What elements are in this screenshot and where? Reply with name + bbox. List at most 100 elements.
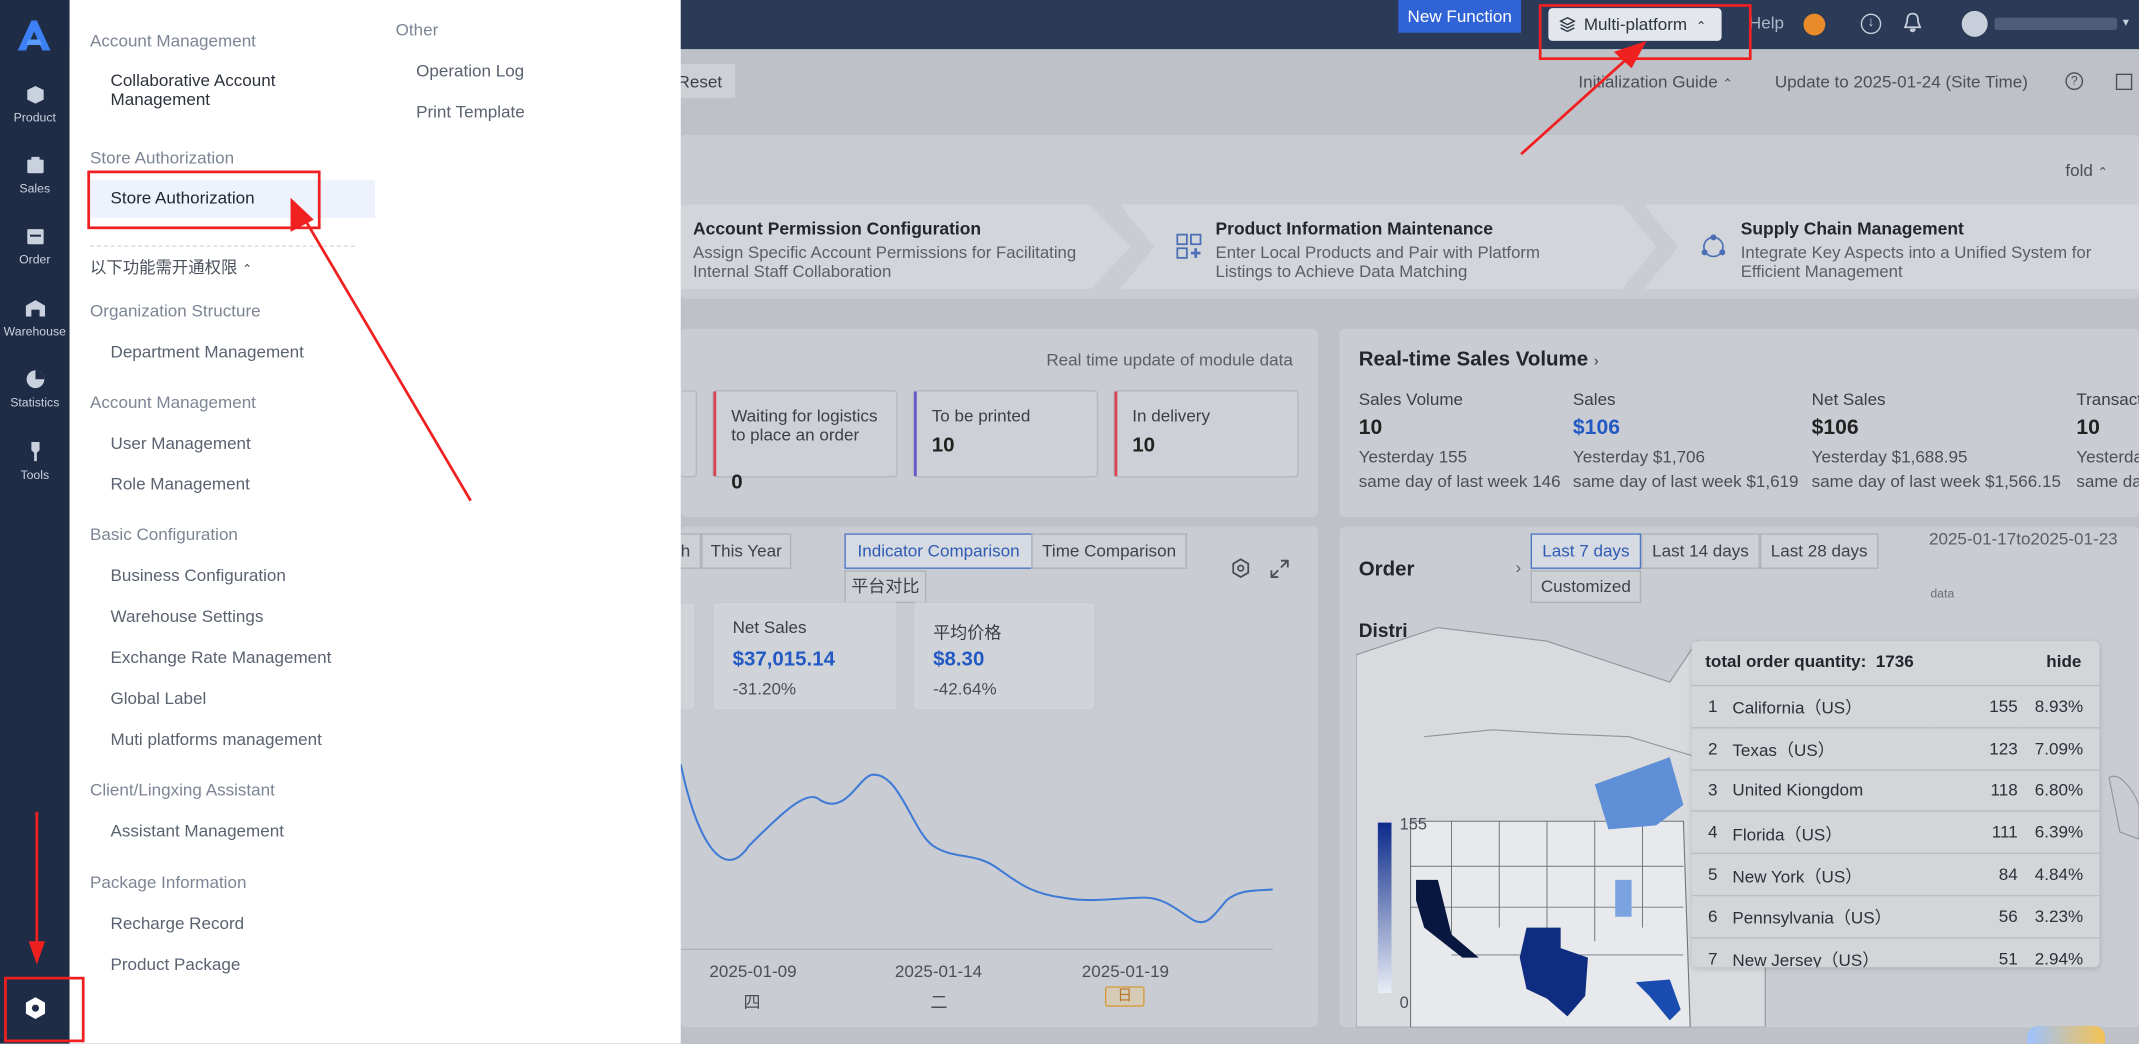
menu-item-muti-platforms[interactable]: Muti platforms management — [110, 729, 322, 749]
x-tick-label: 2025-01-19 — [1081, 961, 1170, 981]
menu-item-role-management[interactable]: Role Management — [110, 474, 250, 494]
ranking-cell-name: Pennsylvania（US） — [1732, 909, 1892, 929]
avatar[interactable] — [1961, 10, 1988, 37]
ranking-cell-name: New York（US） — [1732, 867, 1863, 887]
ranking-cell-pct: 8.93% — [2034, 696, 2084, 717]
tab-indicator-comparison[interactable]: Indicator Comparison — [844, 533, 1033, 569]
legend-max: 155 — [1399, 814, 1427, 834]
menu-item-print-template[interactable]: Print Template — [416, 102, 525, 122]
support-agent-icon[interactable] — [1803, 13, 1826, 36]
legend-min: 0 — [1399, 993, 1409, 1013]
card-label: To be printed — [931, 406, 1031, 426]
rail-item-order[interactable]: Order — [0, 217, 70, 285]
menu-item-business-configuration[interactable]: Business Configuration — [110, 566, 286, 586]
floating-assistant-button[interactable] — [2027, 1025, 2105, 1044]
guide-step-supply-chain[interactable]: Supply Chain Management Integrate Key As… — [1741, 218, 2092, 281]
guide-step-product-info[interactable]: Product Information Maintenance Enter Lo… — [1216, 218, 1540, 281]
tab-time-comparison[interactable]: Time Comparison — [1031, 533, 1187, 569]
app-logo-icon[interactable] — [15, 18, 53, 53]
multi-platform-button[interactable]: Multi-platform ⌃ — [1548, 8, 1722, 41]
menu-item-global-label[interactable]: Global Label — [110, 688, 207, 709]
hide-button[interactable]: hide — [2046, 652, 2082, 672]
range-last-14-days[interactable]: Last 14 days — [1641, 533, 1760, 569]
card-accent-bar — [1114, 391, 1118, 477]
order-card-partial[interactable] — [680, 390, 698, 478]
ranking-cell-count: 123 — [1989, 738, 2018, 759]
chevron-right-icon[interactable]: › — [1515, 557, 1522, 578]
menu-item-store-authorization[interactable]: Store Authorization — [110, 188, 255, 208]
state-florida — [1635, 979, 1681, 1021]
rail-item-sales[interactable]: Sales — [0, 146, 70, 214]
order-card-to-be-printed[interactable]: To be printed 10 — [912, 390, 1099, 478]
realtime-sales-panel — [1339, 328, 2139, 518]
username-blurred[interactable] — [1994, 17, 2118, 31]
guide-step-account-permission[interactable]: Account Permission Configuration Assign … — [693, 218, 1076, 281]
multi-platform-label: Multi-platform — [1583, 15, 1688, 35]
ranking-cell-rank: 6 — [1707, 907, 1718, 927]
initialization-guide-toggle[interactable]: Initialization Guide ⌃ — [1578, 72, 1732, 91]
arrow-head-multi-platform — [1613, 40, 1647, 69]
tab-platform-comparison[interactable]: 平台对比 — [844, 570, 927, 603]
help-circle-icon[interactable]: ? — [2065, 72, 2084, 91]
order-card-in-delivery[interactable]: In delivery 10 — [1113, 390, 1299, 478]
ranking-table: 1 California（US） 155 8.93% 2 Texas（US） 123 7.09… — [1691, 685, 2100, 968]
sales-col-last-week: same da — [2076, 472, 2139, 492]
ranking-cell-rank: 7 — [1707, 949, 1718, 968]
card-accent-bar — [713, 391, 717, 477]
map-data-label: data — [1930, 586, 1955, 601]
fullscreen-icon[interactable] — [1270, 559, 1289, 578]
guide-steps-bg — [680, 204, 2139, 290]
metric-card-partial[interactable] — [680, 601, 696, 711]
range-last-7-days[interactable]: Last 7 days — [1530, 533, 1642, 569]
state-texas — [1519, 927, 1588, 1017]
ranking-row[interactable]: 3 United Kiongdom 118 6.80% — [1691, 769, 2100, 812]
rail-item-statistics[interactable]: Statistics — [0, 360, 70, 428]
rail-item-warehouse[interactable]: Warehouse — [0, 289, 70, 357]
rail-item-product[interactable]: Product — [0, 75, 70, 143]
order-card-waiting-logistics[interactable]: Waiting for logistics to place an order … — [712, 390, 898, 494]
total-order-label: total order quantity: 1736 — [1705, 652, 1913, 671]
menu-item-department[interactable]: Department Management — [110, 342, 304, 362]
fold-toggle[interactable]: fold ⌃ — [2065, 161, 2108, 180]
notification-bell-icon[interactable] — [1903, 12, 1922, 33]
x-tick-label: 2025-01-09 — [709, 961, 797, 981]
menu-item-product-package[interactable]: Product Package — [110, 954, 241, 975]
card-label: Waiting for logistics to place an order — [731, 406, 878, 445]
ranking-row[interactable]: 1 California（US） 155 8.93% — [1691, 685, 2100, 728]
us-order-map — [1356, 626, 2139, 1028]
metric-card-net-sales[interactable]: Net Sales $37,015.14 -31.20% — [712, 601, 898, 711]
new-function-button[interactable]: New Function — [1398, 0, 1522, 33]
help-link[interactable]: Help — [1748, 13, 1784, 33]
settings-button[interactable] — [22, 995, 49, 1022]
metric-label: Net Sales — [732, 617, 807, 638]
menu-item-exchange-rate[interactable]: Exchange Rate Management — [110, 647, 332, 668]
realtime-sales-title[interactable]: Real-time Sales Volume › — [1359, 348, 1599, 371]
range-customized[interactable]: Customized — [1530, 570, 1642, 603]
settings-gear-icon[interactable] — [1231, 558, 1251, 579]
user-menu-chevron-icon[interactable]: ▾ — [2122, 15, 2129, 29]
rail-label-tools: Tools — [20, 467, 50, 482]
menu-item-collaborative-account[interactable]: Collaborative Account Management — [110, 70, 276, 110]
ranking-row[interactable]: 7 New Jersey（US） 51 2.94% — [1691, 937, 2100, 968]
menu-item-recharge-record[interactable]: Recharge Record — [110, 914, 245, 934]
supply-chain-icon — [1700, 233, 1727, 260]
rail-item-tools[interactable]: Tools — [0, 432, 70, 500]
ranking-row[interactable]: 4 Florida（US） 111 6.39% — [1691, 811, 2100, 854]
menu-item-operation-log[interactable]: Operation Log — [416, 61, 525, 81]
menu-item-warehouse-settings[interactable]: Warehouse Settings — [110, 607, 264, 627]
tab-this-year[interactable]: This Year — [701, 533, 792, 569]
order-map-title: Order — [1358, 557, 1415, 582]
ranking-row[interactable]: 2 Texas（US） 123 7.09% — [1691, 727, 2100, 770]
range-last-28-days[interactable]: Last 28 days — [1759, 533, 1879, 569]
layout-icon[interactable] — [2115, 73, 2133, 91]
sales-col-yesterday: Yesterday $1,706 — [1572, 447, 1706, 467]
ranking-row[interactable]: 6 Pennsylvania（US） 56 3.23% — [1691, 895, 2100, 938]
ranking-row[interactable]: 5 New York（US） 84 4.84% — [1691, 853, 2100, 896]
menu-item-user-management[interactable]: User Management — [110, 433, 251, 453]
metric-card-avg-price[interactable]: 平均价格 $8.30 -42.64% — [912, 601, 1096, 711]
sales-col-label: Sales — [1572, 390, 1616, 410]
permission-required-toggle[interactable]: 以下功能需开通权限 ⌃ — [90, 255, 252, 278]
download-icon[interactable]: ↓ — [1860, 13, 1882, 35]
menu-item-assistant-management[interactable]: Assistant Management — [110, 821, 284, 841]
